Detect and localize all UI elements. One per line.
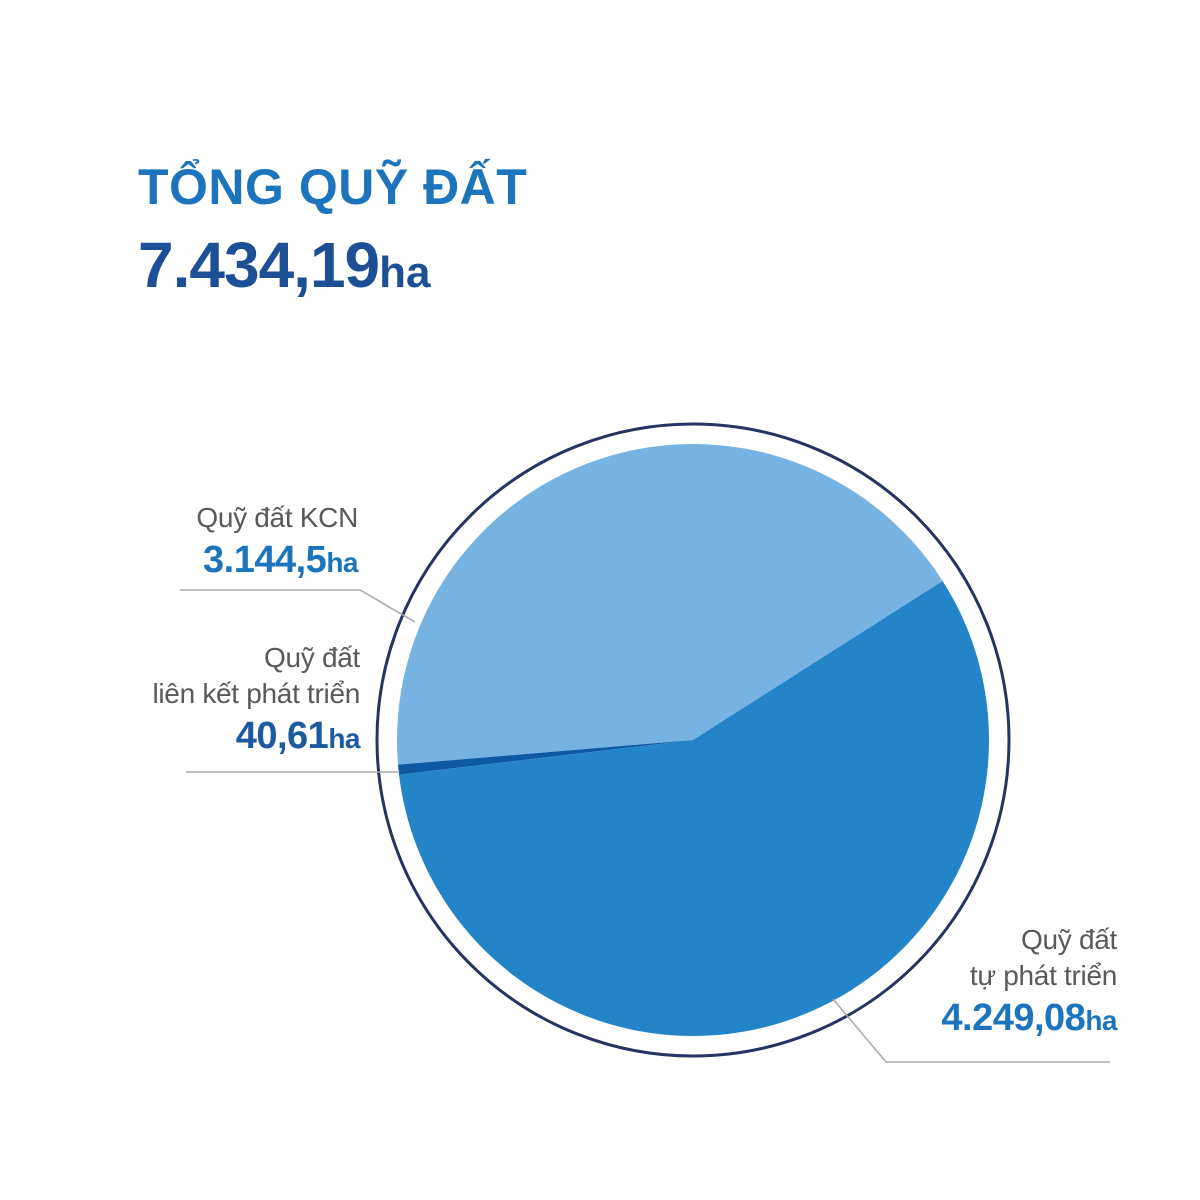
slice-value: 4.249,08ha: [941, 994, 1117, 1045]
pie-slices-group: [397, 444, 989, 1036]
slice-label-text: Quỹ đất KCN: [196, 502, 358, 533]
slice-label-text: tự phát triển: [969, 960, 1117, 991]
slice-value-unit: ha: [326, 547, 358, 578]
slice-value-number: 3.144,5: [203, 539, 327, 581]
slice-value-unit: ha: [1085, 1005, 1117, 1036]
chart-header: TỔNG QUỸ ĐẤT 7.434,19ha: [138, 159, 528, 298]
slice-value: 3.144,5ha: [196, 536, 358, 587]
total-number: 7.434,19: [138, 229, 380, 301]
callout-quy-dat-kcn: Quỹ đất KCN 3.144,5ha: [196, 500, 358, 587]
slice-value-number: 40,61: [235, 715, 329, 757]
pie-slice-2: [398, 740, 693, 775]
slice-value-number: 4.249,08: [941, 997, 1086, 1039]
callout-quy-dat-tu-phat-trien: Quỹ đất tự phát triển 4.249,08ha: [941, 922, 1117, 1045]
callout-quy-dat-lien-ket: Quỹ đất liên kết phát triển 40,61ha: [152, 640, 360, 763]
total-value: 7.434,19ha: [138, 233, 527, 297]
total-unit: ha: [379, 248, 431, 297]
slice-value: 40,61ha: [152, 712, 361, 763]
pie-outer-ring: [375, 422, 1011, 1058]
pie-slice-3: [399, 580, 989, 1036]
slice-label-text: Quỹ đất: [1021, 924, 1117, 955]
page-title: TỔNG QUỸ ĐẤT: [138, 159, 528, 215]
leader-line-tuphat: [832, 998, 1110, 1063]
leader-line-kcn: [180, 589, 416, 623]
pie-slice-1: [397, 444, 943, 765]
slice-label-text: liên kết phát triển: [152, 678, 360, 709]
slice-label-text: Quỹ đất: [264, 642, 360, 673]
slice-value-unit: ha: [328, 723, 360, 754]
